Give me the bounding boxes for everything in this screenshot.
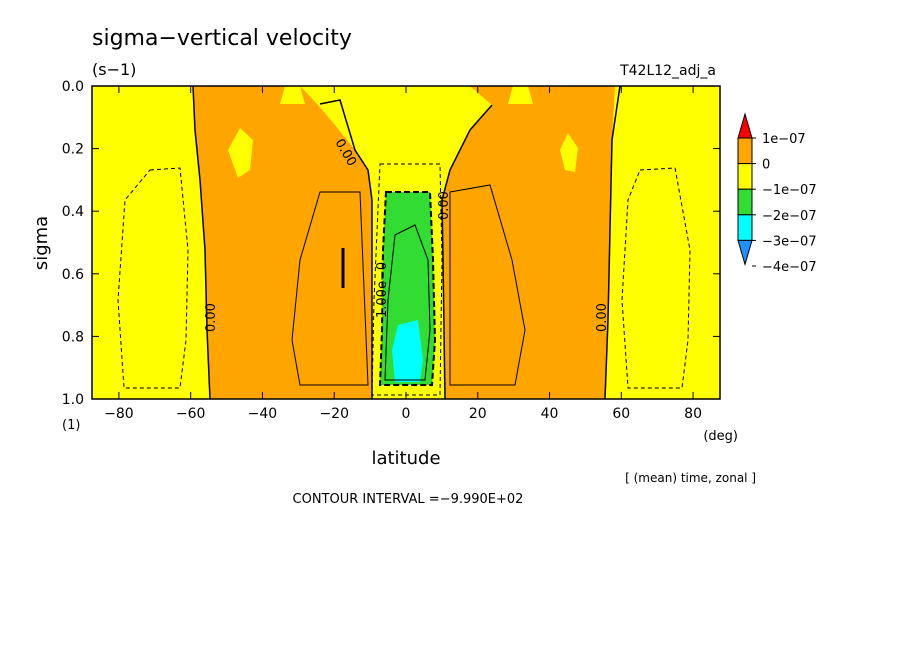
colorbar-top-arrow [737, 112, 753, 139]
region-equatorial-green [380, 192, 435, 385]
averaging-note: [ (mean) time, zonal ] [625, 471, 756, 485]
contour-zero-inner-south [319, 99, 373, 399]
contour-label-3: 0.00 [204, 303, 219, 332]
contour-zero-south [192, 86, 211, 399]
y-tick-label: 0.0 [62, 79, 84, 95]
chart-title: sigma−vertical velocity [92, 26, 352, 51]
x-unit-label: (deg) [703, 429, 738, 444]
contour-closed-south [291, 191, 369, 386]
y-axis: 0.0 0.2 0.4 0.6 0.8 1.0 [62, 79, 720, 408]
contour-dashed-equatorial [371, 163, 443, 396]
colorbar: 1e−07 0 −1e−07 −2e−07 −3e−07 −4e−07 [737, 112, 817, 275]
contour-closed-north [449, 184, 526, 386]
y-tick-label: 0.2 [62, 142, 84, 158]
contour-interval: CONTOUR INTERVAL =−9.990E+02 [293, 492, 524, 507]
x-tick-label: 20 [469, 406, 487, 422]
x-tick-label: −20 [319, 406, 349, 422]
x-tick-label: −60 [176, 406, 206, 422]
colorbar-label: −2e−07 [762, 209, 817, 224]
y-unit-label: (1) [62, 418, 80, 433]
colorbar-label: 1e−07 [762, 132, 806, 147]
x-tick-label: −40 [248, 406, 278, 422]
colorbar-swatch [737, 214, 753, 241]
y-tick-label: 1.0 [62, 392, 84, 408]
contour-label-4: 0.00 [595, 303, 610, 332]
contour-dashed-green-edge [378, 191, 437, 386]
colorbar-swatch [737, 188, 753, 216]
contour-dashed-south [117, 167, 189, 389]
contour-plot: 0.00 0.00 0.00 0.00 1.00e−0 [92, 86, 720, 399]
x-tick-label: 60 [612, 406, 630, 422]
island-top-north [508, 86, 533, 104]
contour-zero-north [604, 86, 621, 399]
x-tick-label: 0 [402, 406, 411, 422]
colorbar-swatch [737, 163, 753, 190]
colorbar-bottom-arrow [737, 239, 753, 267]
contour-label-5: 1.00e−0 [375, 262, 390, 318]
island-south [228, 128, 253, 178]
x-axis: −80 −60 −40 −20 0 20 40 60 80 [104, 86, 702, 422]
y-tick-label: 0.6 [62, 267, 84, 283]
colorbar-label: −4e−07 [762, 260, 817, 275]
colorbar-swatch [737, 137, 753, 165]
y-axis-title: sigma [31, 216, 52, 270]
x-tick-label: 80 [684, 406, 702, 422]
y-tick-label: 0.4 [62, 204, 84, 220]
contour-equatorial-inner [384, 224, 431, 381]
contour-dashed-north [621, 167, 691, 389]
chart-units: (s−1) [92, 60, 136, 79]
x-axis-title: latitude [371, 448, 440, 469]
island-north [560, 133, 578, 172]
y-tick-label: 0.8 [62, 329, 84, 345]
colorbar-label: −3e−07 [762, 234, 817, 249]
colorbar-label: −1e−07 [762, 183, 817, 198]
x-tick-label: −80 [104, 406, 134, 422]
island-top-south [280, 86, 305, 104]
run-label: T42L12_adj_a [619, 63, 716, 79]
colorbar-label: 0 [762, 158, 770, 173]
region-equatorial-cyan [392, 320, 423, 382]
x-tick-label: 40 [541, 406, 559, 422]
contour-zero-inner-north [441, 104, 493, 399]
contour-label-2: 0.00 [437, 191, 452, 220]
